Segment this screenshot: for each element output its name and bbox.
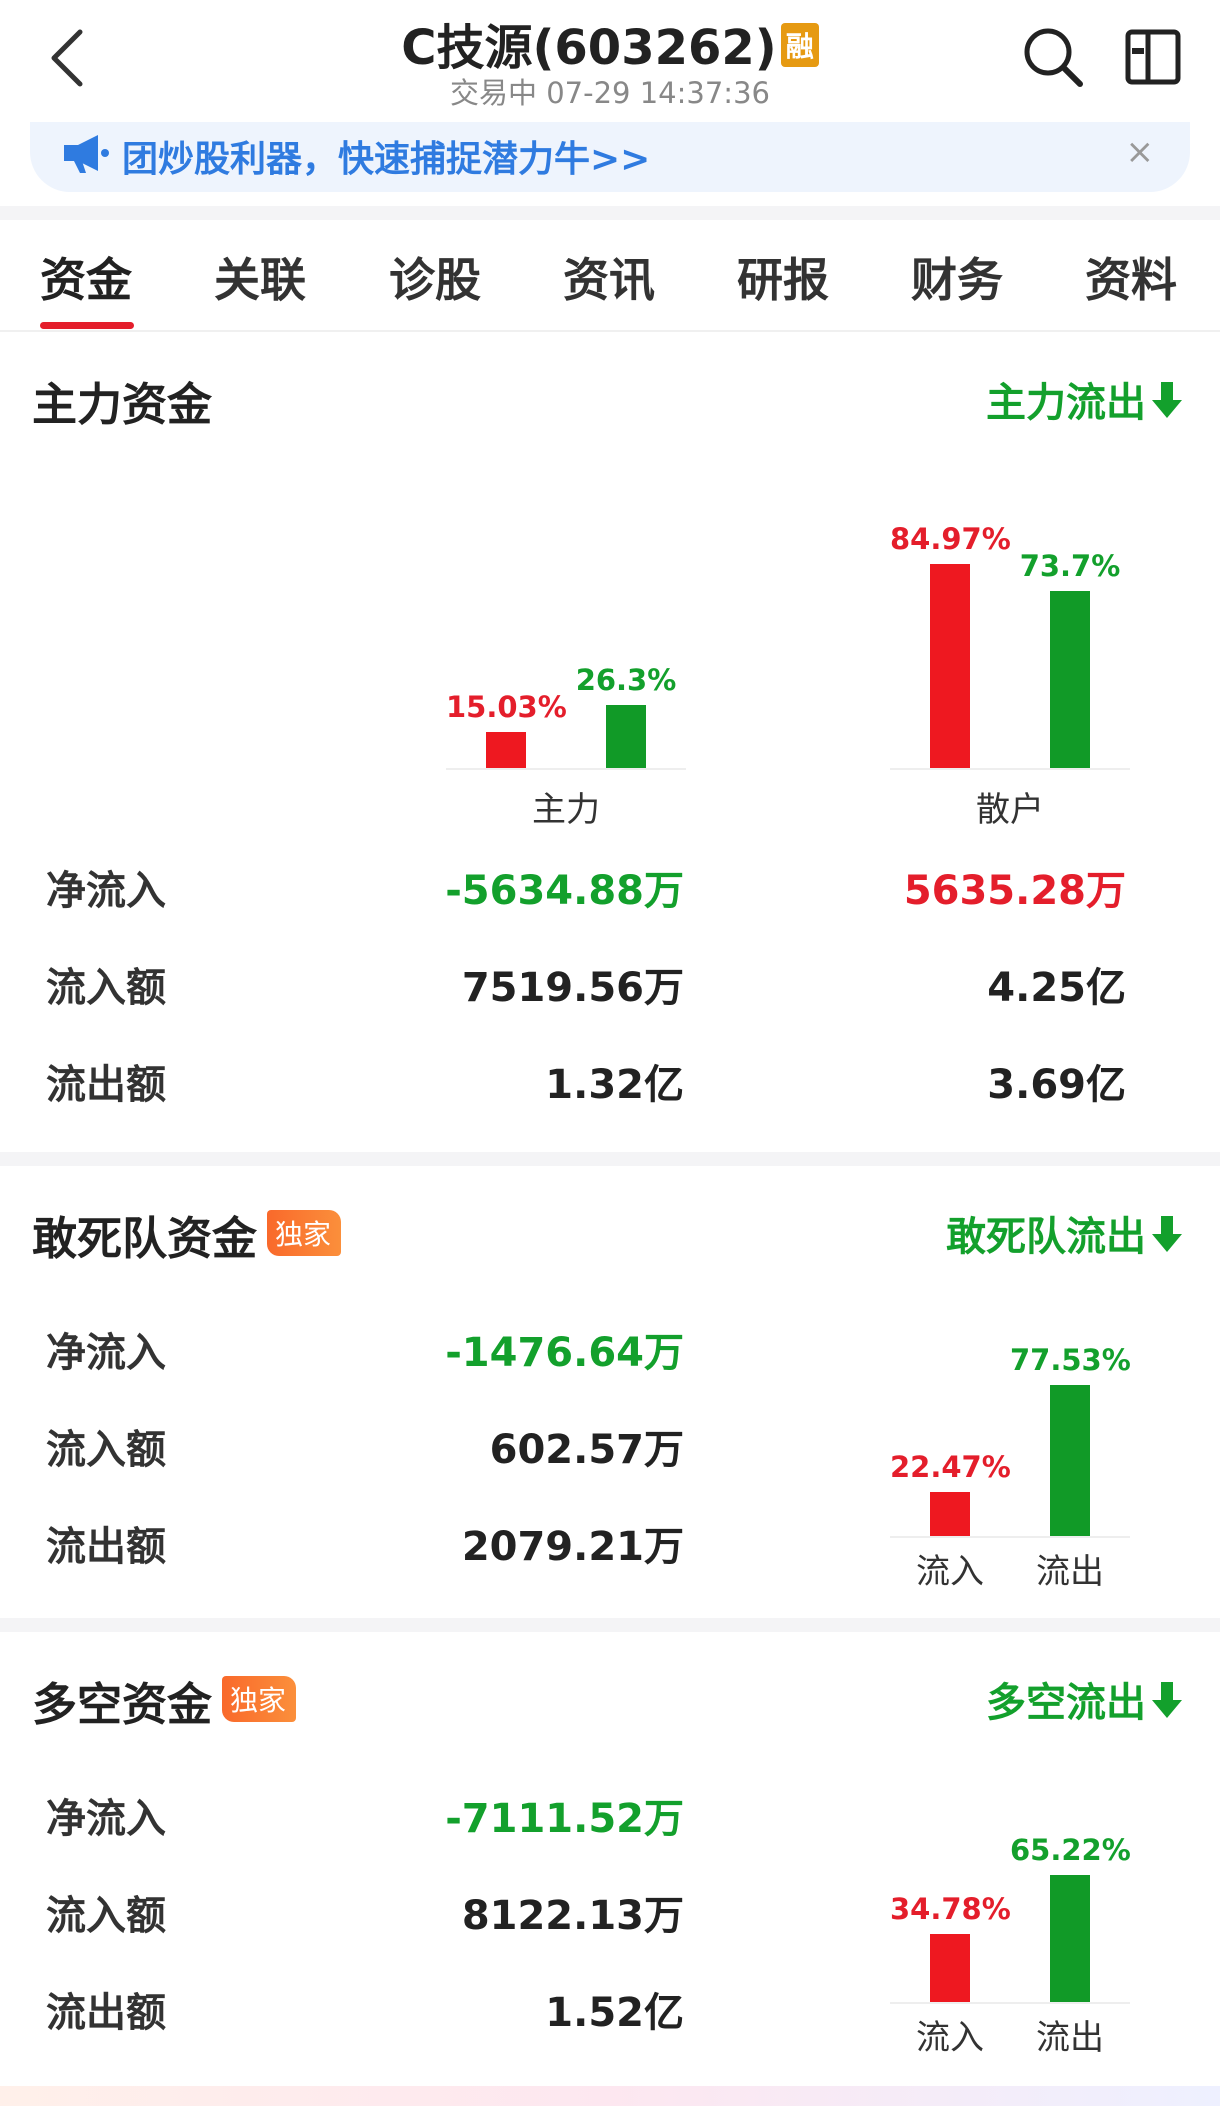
close-icon[interactable]: × [1125,132,1155,172]
dare-axis [890,1536,1130,1538]
dare-outflow: 2079.21万 [461,1524,684,1570]
trade-status: 交易中 07-29 14:37:36 [450,76,770,110]
main-inflow: 7519.56万 [461,965,684,1011]
row-label-in: 流入额 [46,965,166,1011]
megaphone-icon [64,135,109,173]
row-label-net: 净流入 [46,1330,166,1376]
main-funds-trend: 主力流出 [986,370,1184,428]
row-label-net: 净流入 [46,868,166,914]
tab-research[interactable]: 研报 [737,253,829,307]
bar-main-in-label: 15.03% [446,689,567,724]
dare-inflow: 602.57万 [489,1427,684,1473]
stock-name: C技源(603262) [401,20,777,76]
category-label-in: 流入 [916,2018,984,2058]
margin-badge: 融 [780,23,819,67]
row-label-net: 净流入 [46,1796,166,1842]
retail-inflow: 4.25亿 [987,965,1126,1011]
arrow-down-icon [1152,382,1182,418]
divider [0,1618,1220,1632]
bar-retail-out [1050,591,1090,768]
longshort-outflow: 1.52亿 [545,1990,684,2036]
longshort-bar-in [930,1934,970,2002]
exclusive-badge: 独家 [222,1676,297,1722]
dare-bar-in-label: 22.47% [890,1450,1011,1485]
page-title: C技源(603262) 融 [0,8,1220,78]
main-funds-title: 主力资金 [32,378,213,431]
bar-retail-out-label: 73.7% [1019,549,1121,584]
bar-main-in [486,731,526,768]
bar-main-out-label: 26.3% [575,662,677,697]
tab-profile[interactable]: 资料 [1085,253,1177,307]
retail-net-inflow: 5635.28万 [903,868,1126,914]
tab-funds[interactable]: 资金 [40,253,132,307]
tab-news[interactable]: 资讯 [563,253,655,307]
tab-related[interactable]: 关联 [214,253,306,307]
longshort-bar-out-label: 65.22% [1010,1832,1131,1867]
promo-banner[interactable]: 团炒股利器，快速捕捉潜力牛>> × [30,122,1190,192]
row-label-out: 流出额 [46,1524,166,1570]
dare-funds-title: 敢死队资金 独家 [32,1202,342,1267]
share-icon[interactable] [1122,26,1184,88]
back-icon[interactable] [40,22,100,94]
main-net-inflow: -5634.88万 [445,868,684,914]
main-axis [446,768,686,770]
dare-funds-trend-label: 敢死队流出 [946,1214,1146,1260]
divider [0,1152,1220,1166]
arrow-down-icon [1152,1682,1182,1718]
longshort-bar-out [1050,1874,1090,2002]
row-label-in: 流入额 [46,1893,166,1939]
banner-text: 团炒股利器，快速捕捉潜力牛>> [122,139,651,180]
dare-bar-out [1050,1384,1090,1536]
main-outflow: 1.32亿 [545,1062,684,1108]
dare-net-inflow: -1476.64万 [445,1330,684,1376]
retail-outflow: 3.69亿 [987,1062,1126,1108]
dare-bar-out-label: 77.53% [1010,1342,1131,1377]
longshort-axis [890,2002,1130,2004]
bottom-promo-strip [0,2086,1220,2106]
category-label-out: 流出 [1036,1552,1104,1592]
row-label-out: 流出额 [46,1990,166,2036]
exclusive-badge: 独家 [267,1210,342,1256]
row-label-out: 流出额 [46,1062,166,1108]
category-label-out: 流出 [1036,2018,1104,2058]
divider [0,330,1220,332]
longshort-funds-trend: 多空流出 [986,1670,1184,1728]
search-icon[interactable] [1020,24,1086,90]
dare-funds-title-text: 敢死队资金 [32,1212,258,1265]
active-tab-indicator [40,322,134,329]
dare-bar-in [930,1492,970,1536]
main-funds-trend-label: 主力流出 [986,380,1146,426]
longshort-funds-title-text: 多空资金 [32,1678,213,1731]
longshort-funds-trend-label: 多空流出 [986,1680,1146,1726]
category-label-in: 流入 [916,1552,984,1592]
longshort-funds-title: 多空资金 独家 [32,1668,297,1733]
retail-axis [890,768,1130,770]
longshort-inflow: 8122.13万 [461,1893,684,1939]
bar-main-out [606,704,646,768]
tab-diagnosis[interactable]: 诊股 [389,253,481,307]
bar-retail-in [930,564,970,768]
dare-funds-trend: 敢死队流出 [946,1204,1184,1262]
arrow-down-icon [1152,1216,1182,1252]
category-label-main: 主力 [532,790,600,830]
tab-finance[interactable]: 财务 [911,253,1003,307]
row-label-in: 流入额 [46,1427,166,1473]
category-label-retail: 散户 [976,790,1044,830]
longshort-bar-in-label: 34.78% [890,1892,1011,1927]
longshort-net-inflow: -7111.52万 [445,1796,684,1842]
bar-retail-in-label: 84.97% [890,522,1011,557]
divider [0,206,1220,220]
